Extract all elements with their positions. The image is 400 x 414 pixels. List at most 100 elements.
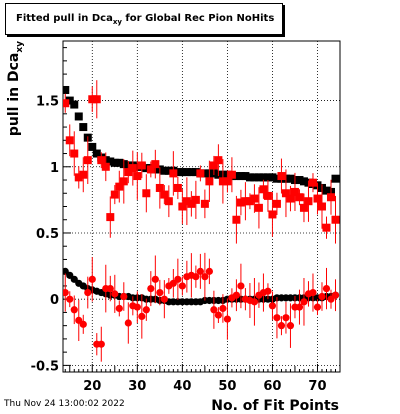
data-point [232,215,241,224]
data-point [133,172,142,181]
data-point [106,284,114,293]
data-point [187,199,196,208]
data-point [299,177,308,186]
data-point [264,287,272,295]
data-point [214,311,222,319]
data-point [115,158,124,167]
data-point [146,165,155,174]
data-point [241,197,250,206]
data-point [304,197,313,206]
data-point [218,177,227,186]
data-point [151,275,159,283]
data-point [268,173,277,182]
data-point [259,173,268,182]
data-point [79,320,87,328]
data-point [196,169,205,178]
x-tick-label: 20 [83,379,101,394]
data-point [263,191,272,200]
data-point [84,288,92,297]
chart-title: Fitted pull in Dcaxy for Global Rec Pion… [16,13,274,26]
data-point [119,177,128,186]
data-point [147,284,155,293]
data-point [63,99,70,108]
data-point [277,322,286,330]
data-point [272,174,281,183]
footer-date: Thu Nov 24 13:00:02 2022 [4,399,125,409]
data-point [115,304,123,313]
data-point [65,96,74,105]
data-point [164,197,173,206]
data-point [205,177,214,186]
y-tick-label: 0.5 [36,227,59,242]
data-point [318,292,326,301]
data-point [282,314,290,322]
data-point [254,173,263,182]
data-point [237,282,245,290]
data-point [268,210,277,219]
x-tick-label: 60 [263,379,281,394]
data-point [79,170,88,179]
data-point [192,273,200,281]
data-point [79,123,88,132]
data-point [110,190,119,199]
data-point [232,291,241,299]
data-point [241,172,250,181]
data-point [178,168,187,177]
data-point [106,157,115,166]
x-tick-label: 50 [218,379,236,394]
data-point [200,199,209,208]
data-point [173,168,182,177]
data-point [286,194,295,203]
data-point [250,194,259,203]
data-point [232,172,241,181]
data-point [160,190,169,199]
data-point [111,290,119,298]
x-tick-label: 40 [173,379,191,394]
chart-title-box: Fitted pull in Dcaxy for Global Rec Pion… [5,3,283,35]
data-point [272,199,281,208]
chart-title-main: Fitted pull in Dca [16,13,113,24]
data-point [268,302,277,310]
data-point [313,303,322,311]
data-point [299,203,308,212]
data-point [106,213,115,222]
data-point [259,185,268,194]
data-point [142,189,151,198]
y-tick-label: -0.5 [31,359,59,374]
data-point [164,166,173,175]
data-point [88,275,96,283]
data-point [97,156,106,165]
data-point [201,273,209,281]
data-point [263,173,272,182]
data-point [63,288,69,297]
data-point [178,202,187,211]
data-point [227,170,236,179]
data-point [74,112,83,121]
data-point [277,172,286,181]
data-point [245,197,254,206]
x-axis-label: No. of Fit Points [211,398,339,414]
data-point [322,186,331,195]
data-point [101,162,110,171]
data-point [191,168,200,177]
data-point [110,158,119,167]
y-axis-label: pull in Dcaxy [6,41,25,136]
data-point [124,319,132,327]
y-axis-label-main: pull in Dca [6,53,22,136]
data-point [322,223,331,232]
data-point [214,156,223,165]
data-point [209,161,218,170]
data-point [97,340,105,348]
data-point [331,174,340,183]
data-point [66,295,74,303]
data-point [182,197,191,206]
data-point [295,176,304,185]
data-point [290,187,299,196]
data-point [250,173,259,182]
x-tick-label: 30 [128,379,146,394]
data-point [236,172,245,181]
data-point [313,194,322,203]
data-point [286,322,295,330]
data-point [160,295,168,303]
